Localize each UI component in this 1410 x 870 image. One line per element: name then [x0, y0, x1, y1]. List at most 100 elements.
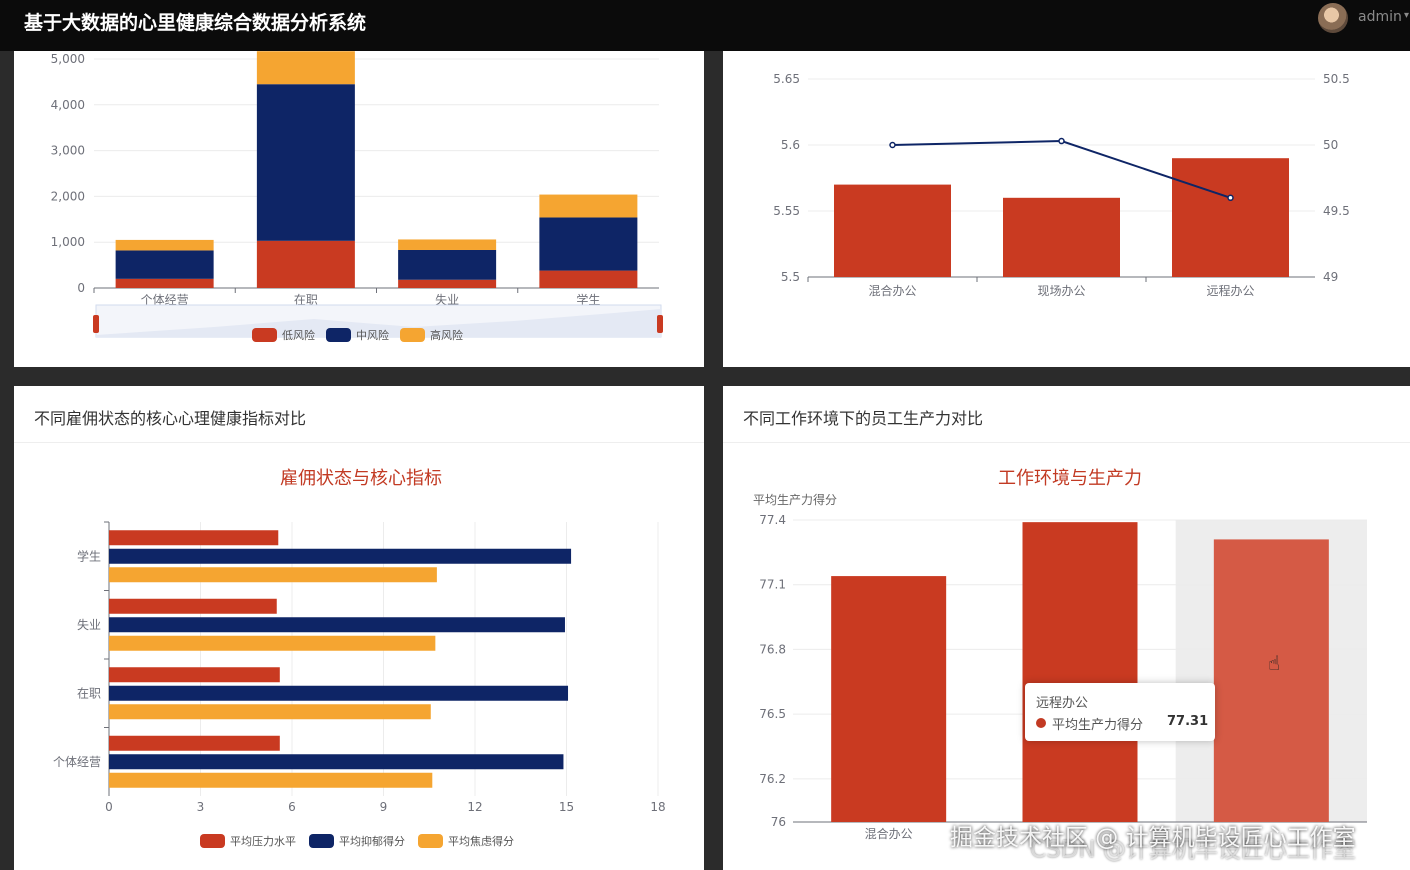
line-point: [889, 141, 896, 149]
bar-平均焦虑得分: [109, 772, 433, 788]
chevron-down-icon[interactable]: ▾: [1404, 10, 1410, 21]
tooltip-value: 77.31: [1167, 714, 1209, 729]
productivity-panel: 不同工作环境下的员工生产力对比 工作环境与生产力 平均生产力得分 77.4 77.…: [723, 386, 1410, 870]
y-right-tick-label: 49.5: [1323, 204, 1350, 218]
panel-header: 不同雇佣状态的核心心理健康指标对比: [14, 386, 704, 443]
watermark-secondary: CSDN @计算机毕设匠心工作室: [1030, 837, 1356, 863]
bar-平均压力水平: [109, 667, 280, 683]
risk-panel: 5,000 4,000 3,000 2,000 1,000 0 个体经营 在职 失业 学生 低风险 中…: [14, 51, 704, 367]
datazoom-handle-right: [657, 315, 663, 333]
bar-segment-低风险: [539, 270, 638, 288]
y-left-tick-label: 5.65: [773, 72, 800, 86]
bar: [831, 576, 947, 822]
y-tick-label: 76.8: [759, 642, 786, 656]
bar-平均抑郁得分: [109, 548, 572, 564]
x-tick-label: 在职: [294, 293, 318, 307]
x-tick-label: 学生: [576, 292, 600, 307]
bar-平均抑郁得分: [109, 617, 565, 633]
user-avatar[interactable]: [1318, 3, 1348, 33]
bar-平均焦虑得分: [109, 635, 436, 651]
y-tick-label: 学生: [77, 548, 101, 563]
panel-title: 不同工作环境下的员工生产力对比: [743, 409, 984, 428]
y-tick-label: 77.1: [759, 578, 786, 592]
legend-label: 中风险: [356, 328, 389, 342]
legend-label: 平均焦虑得分: [448, 835, 514, 848]
y-tick-label: 77.4: [759, 513, 786, 527]
watermark: 掘金技术社区 @ 计算机毕设匠心工作室: [950, 825, 1356, 851]
chart-title: 雇佣状态与核心指标: [280, 468, 442, 489]
y-tick-label: 5,000: [51, 52, 85, 66]
hand-cursor-icon: ☝: [1268, 651, 1281, 675]
x-tick-label: 个体经营: [141, 293, 189, 307]
bar-平均压力水平: [109, 735, 280, 751]
tooltip-category: 远程办公: [1036, 696, 1089, 711]
x-tick-label: 现场办公: [1037, 283, 1085, 298]
top-bar: 基于大数据的心里健康综合数据分析系统 admin ▾: [0, 0, 1410, 51]
x-tick-label: 6: [288, 800, 296, 814]
bar-segment-中风险: [539, 217, 638, 271]
legend-label: 低风险: [282, 328, 315, 342]
productivity-bar-chart: 77.4 77.1 76.8 76.5 76.2 76 混合办公: [759, 513, 1367, 841]
y-tick-label: 3,000: [51, 144, 85, 158]
legend-label: 平均压力水平: [230, 835, 296, 848]
bar-平均抑郁得分: [109, 685, 569, 701]
bar-segment-低风险: [115, 278, 214, 288]
datazoom-shadow: [96, 309, 661, 337]
legend-marker: [400, 328, 425, 342]
y-tick-label: 在职: [77, 686, 101, 700]
x-tick-label: 0: [105, 800, 113, 814]
legend-marker: [309, 834, 334, 848]
x-tick-label: 15: [559, 800, 574, 814]
panel-title: 不同雇佣状态的核心心理健康指标对比: [34, 409, 307, 428]
legend-label: 平均抑郁得分: [339, 834, 405, 848]
bar-segment-中风险: [256, 84, 355, 241]
bar-segment-中风险: [115, 250, 214, 279]
bar-平均压力水平: [109, 530, 279, 546]
bar-平均抑郁得分: [109, 754, 564, 770]
bar: [1172, 158, 1289, 277]
line-point: [1227, 194, 1234, 202]
y-left-tick-label: 5.5: [781, 270, 800, 284]
bar: [1003, 197, 1120, 277]
y-right-tick-label: 50: [1323, 138, 1338, 152]
datazoom-handle-left: [93, 315, 99, 333]
x-tick-label: 混合办公: [868, 283, 916, 298]
bar-segment-高风险: [115, 239, 214, 251]
bar-平均压力水平: [109, 598, 277, 614]
y-tick-label: 76.2: [759, 772, 786, 786]
x-tick-label: 混合办公: [865, 826, 913, 841]
app-title: 基于大数据的心里健康综合数据分析系统: [24, 12, 367, 34]
bar: [834, 184, 951, 277]
y-axis-name: 平均生产力得分: [753, 493, 838, 507]
y-tick-label: 失业: [77, 617, 101, 632]
bar-segment-高风险: [256, 51, 355, 85]
legend-marker: [200, 834, 225, 848]
y-tick-label: 76.5: [759, 707, 786, 721]
tooltip-series-name: 平均生产力得分: [1052, 718, 1144, 733]
bar-平均焦虑得分: [109, 704, 431, 720]
y-tick-label: 4,000: [51, 98, 85, 112]
panel-header: 不同工作环境下的员工生产力对比: [723, 386, 1410, 443]
legend-marker: [418, 834, 443, 848]
environment-stress-panel: 5.65 50.5 5.6 50 5.55 49.5 5.5 49 混合办公 现场办公 远程办公: [723, 51, 1410, 367]
x-tick-label: 远程办公: [1206, 283, 1254, 298]
legend-label: 高风险: [430, 328, 463, 342]
y-right-tick-label: 49: [1323, 270, 1338, 284]
x-tick-label: 失业: [435, 292, 459, 307]
user-name[interactable]: admin: [1358, 9, 1402, 25]
bar-segment-低风险: [256, 240, 355, 288]
legend-marker: [252, 328, 277, 342]
x-tick-label: 3: [197, 800, 205, 814]
chart-tooltip: 远程办公 平均生产力得分 77.31: [1025, 683, 1215, 741]
y-left-tick-label: 5.55: [773, 204, 800, 218]
environment-bar-line-chart: 5.65 50.5 5.6 50 5.55 49.5 5.5 49 混合办公 现场办公 远程办公: [773, 72, 1350, 298]
bar-平均焦虑得分: [109, 567, 437, 583]
x-tick-label: 9: [380, 800, 388, 814]
y-tick-label: 0: [77, 281, 85, 295]
legend-marker: [326, 328, 351, 342]
bar-segment-低风险: [398, 279, 497, 288]
y-tick-label: 1,000: [51, 235, 85, 249]
y-tick-label: 76: [771, 815, 786, 829]
